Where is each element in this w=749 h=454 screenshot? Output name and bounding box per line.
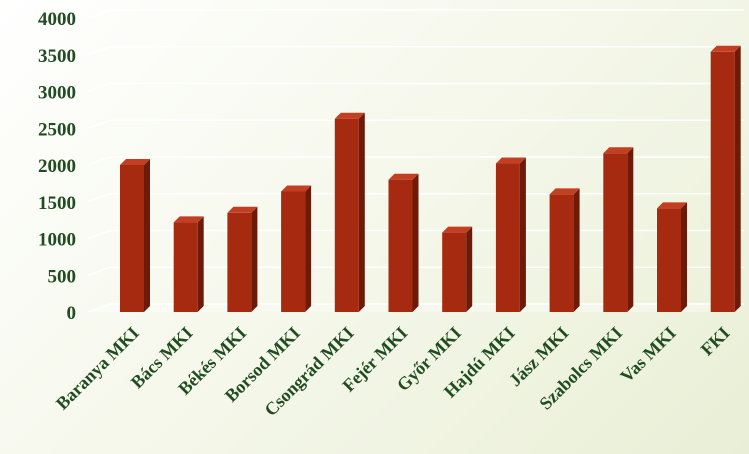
bar-side xyxy=(358,112,365,312)
y-tick-label: 2000 xyxy=(38,156,76,177)
gridline xyxy=(87,156,744,166)
y-tick-label: 3000 xyxy=(38,83,76,104)
bar xyxy=(388,173,419,312)
bar-top xyxy=(549,188,580,195)
bar-front xyxy=(442,232,467,312)
bar-top xyxy=(603,147,634,154)
bar-top xyxy=(120,159,150,165)
bar-front xyxy=(388,179,413,312)
bar-front xyxy=(173,222,198,312)
bar-top xyxy=(334,112,365,119)
y-tick-label: 3500 xyxy=(38,46,76,67)
y-tick-label: 1500 xyxy=(38,193,76,214)
bar-side xyxy=(144,159,150,312)
bar-front xyxy=(603,153,628,312)
bar xyxy=(227,206,258,312)
bar-top xyxy=(227,206,258,213)
x-tick-label: FKI xyxy=(697,323,734,360)
bar-front xyxy=(549,194,574,312)
y-tick-label: 0 xyxy=(67,303,77,324)
bars xyxy=(120,45,741,313)
gridline xyxy=(87,119,744,130)
bar-front xyxy=(120,165,144,312)
gridline xyxy=(87,266,744,277)
gridline xyxy=(87,229,744,240)
bar-side xyxy=(466,226,473,312)
bar-top xyxy=(657,202,687,209)
bar xyxy=(120,159,150,312)
bar-side xyxy=(412,173,419,312)
bar-top xyxy=(388,173,419,180)
bar xyxy=(442,226,473,312)
gridline xyxy=(87,9,744,19)
bar-front xyxy=(227,212,252,312)
bar-front xyxy=(657,208,681,312)
bar-front xyxy=(495,163,520,312)
gridline xyxy=(87,192,744,203)
bar-top xyxy=(173,216,204,223)
bar-side xyxy=(519,157,526,312)
y-tick-label: 2500 xyxy=(38,119,76,140)
bar xyxy=(710,45,741,313)
x-tick-label: Baranya MKI xyxy=(52,323,143,414)
bar-side xyxy=(251,206,258,312)
bar-top xyxy=(495,157,526,164)
bar-side xyxy=(305,185,312,312)
bar xyxy=(173,216,204,312)
bar-side xyxy=(627,147,634,312)
y-tick-label: 4000 xyxy=(38,9,76,30)
bar-front xyxy=(710,51,735,313)
gridline xyxy=(87,82,744,93)
bar-front xyxy=(334,118,359,312)
gridline xyxy=(87,45,744,56)
x-tick-label: Vas MKI xyxy=(616,323,680,387)
bar-side xyxy=(681,202,687,312)
y-tick-label: 500 xyxy=(48,266,77,287)
bar-top xyxy=(281,185,312,192)
bar-side xyxy=(197,216,204,312)
bar xyxy=(281,185,312,312)
gridline xyxy=(87,303,744,313)
y-axis-ticks: 0 500 1000 1500 2000 2500 3000 3500 4000 xyxy=(38,9,76,324)
bar xyxy=(657,202,687,312)
bar-top xyxy=(442,226,473,233)
bar xyxy=(603,147,634,312)
bar-front xyxy=(281,191,306,312)
bar-top xyxy=(710,45,741,52)
bar-side xyxy=(734,45,741,313)
bar xyxy=(334,112,365,312)
bar xyxy=(549,188,580,312)
bar-side xyxy=(573,188,580,312)
y-tick-label: 1000 xyxy=(38,230,76,251)
bar xyxy=(495,157,526,312)
